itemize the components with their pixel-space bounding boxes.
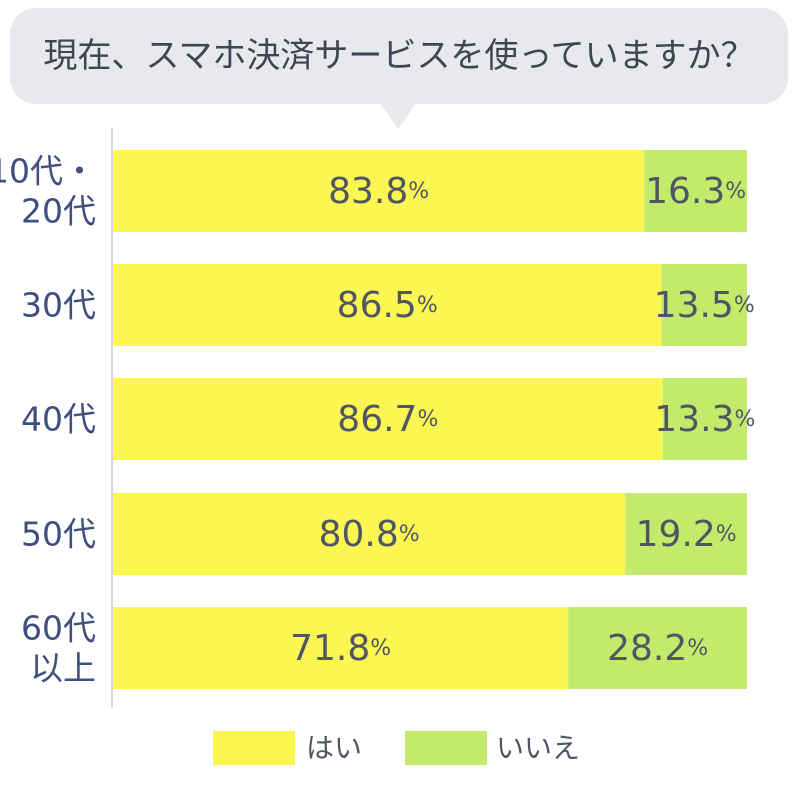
- data-label-no: 13.5%: [654, 285, 755, 326]
- data-label-yes: 86.5%: [337, 285, 438, 326]
- category-label: 30代: [21, 286, 96, 325]
- bar-yes: [113, 264, 662, 346]
- data-label-yes: 86.7%: [337, 399, 438, 440]
- data-label-no: 28.2%: [607, 628, 708, 669]
- bar-yes: [113, 607, 569, 689]
- category-label: 50代: [21, 515, 96, 554]
- category-label: 60代: [21, 609, 96, 648]
- bar-no: [662, 378, 747, 460]
- data-label-yes: 80.8%: [319, 514, 420, 555]
- category-label: 40代: [21, 400, 96, 439]
- chart-title: 現在、スマホ決済サービスを使っていますか？: [43, 36, 755, 76]
- data-label-no: 13.3%: [654, 399, 755, 440]
- bar-no: [644, 150, 747, 232]
- legend-swatch: [213, 731, 295, 765]
- data-label-no: 19.2%: [636, 514, 737, 555]
- bar-yes: [113, 378, 663, 460]
- legend-label: いいえ: [496, 732, 580, 765]
- legend-swatch: [405, 731, 487, 765]
- bar-yes: [113, 150, 645, 232]
- bar-no: [661, 264, 747, 346]
- category-label: 20代: [21, 192, 96, 231]
- bar-yes: [113, 493, 626, 575]
- data-label-yes: 83.8%: [328, 171, 429, 212]
- bar-no: [625, 493, 747, 575]
- bar-no: [568, 607, 747, 689]
- category-label: 10代・: [0, 152, 96, 191]
- category-label: 以上: [30, 649, 96, 688]
- legend-label: はい: [306, 732, 362, 765]
- data-label-yes: 71.8%: [290, 628, 391, 669]
- data-label-no: 16.3%: [645, 171, 746, 212]
- question-bubble-tail: [380, 103, 416, 129]
- question-bubble: [10, 8, 788, 104]
